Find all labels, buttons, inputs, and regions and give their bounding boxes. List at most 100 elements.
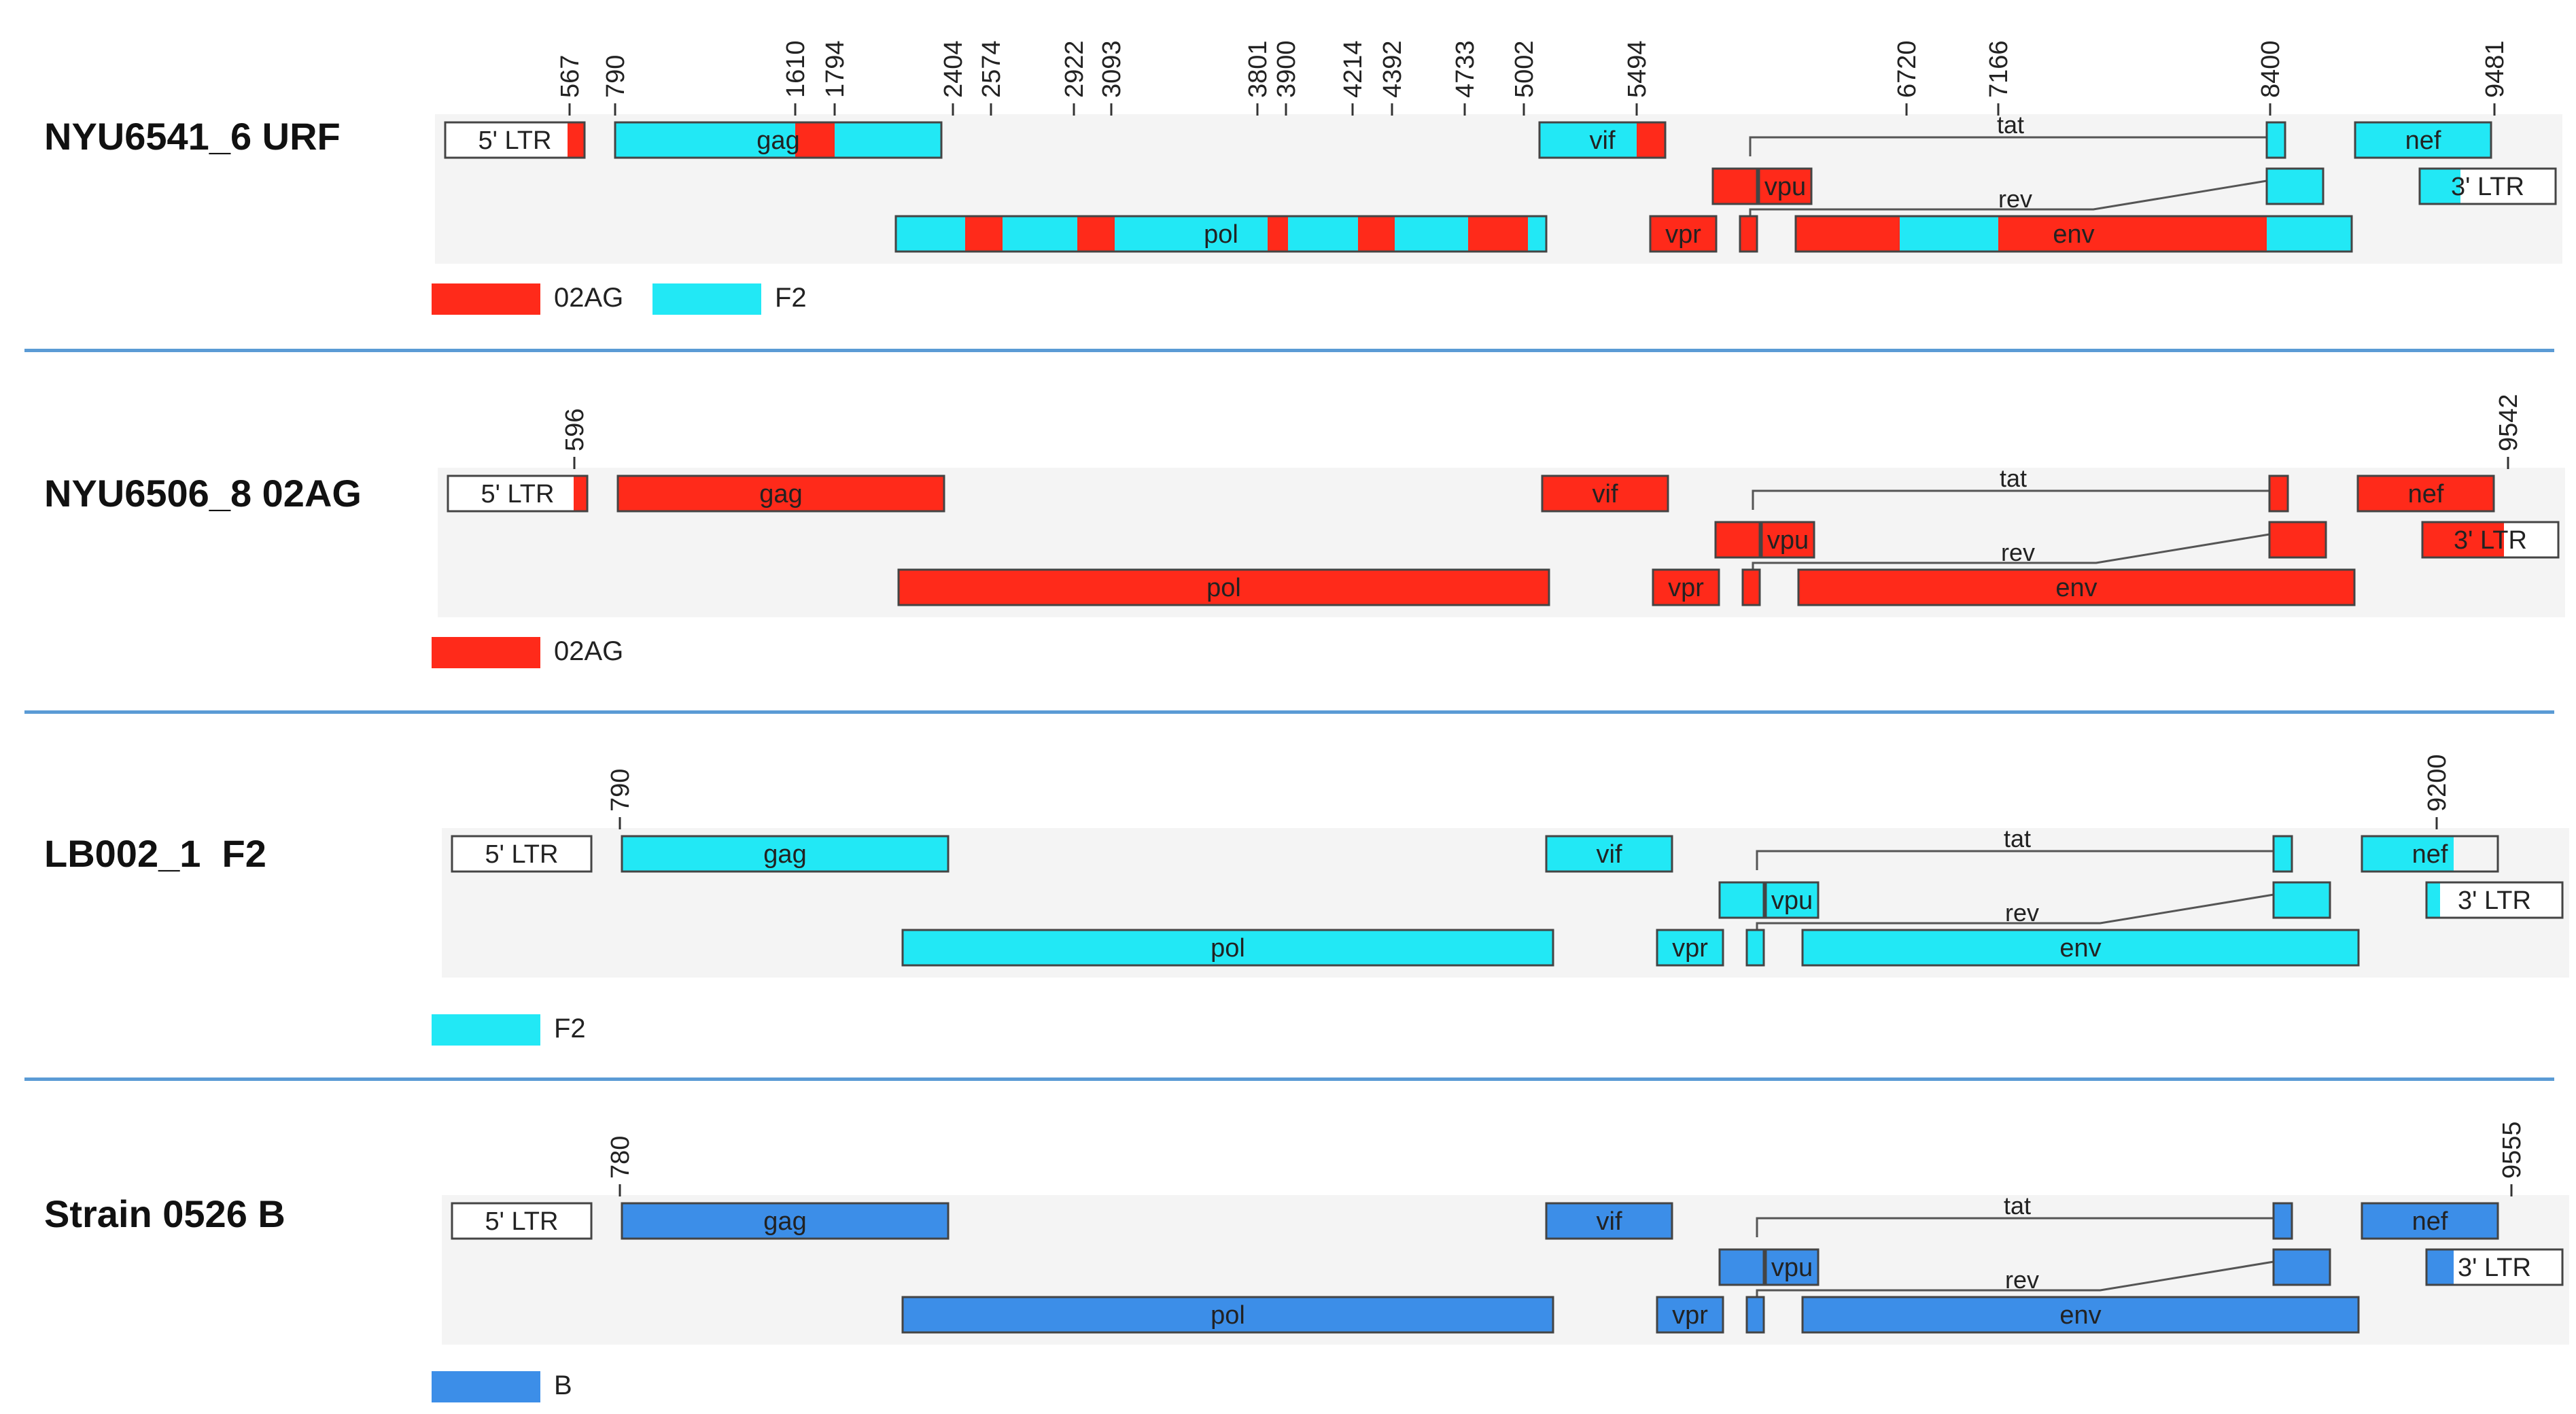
gene-gag: gag [621, 1202, 950, 1240]
gene-outline [1545, 835, 1673, 873]
gene-outline [2265, 121, 2286, 159]
panel-separator [24, 349, 2554, 352]
gene-rev [2265, 167, 2325, 205]
subtype-segment [1115, 216, 1268, 252]
panel-label: NYU6506_8 02AG [44, 472, 362, 515]
subtype-segment [2274, 1203, 2292, 1239]
gene-label: nef [2412, 1207, 2448, 1236]
gene-label: 5' LTR [485, 1207, 559, 1236]
gene-label: 5' LTR [485, 840, 559, 869]
subtype-segment [2420, 169, 2460, 204]
gene-outline [1764, 1248, 1820, 1286]
gene-label: 5' LTR [481, 480, 555, 508]
subtype-segment [622, 1203, 948, 1239]
gene-label: 5' LTR [478, 126, 552, 155]
subtype-segment [2422, 522, 2504, 557]
gene-vpr: vpr [1656, 1296, 1724, 1334]
position-label: 9200 [2423, 754, 2452, 812]
gene-ltr: 3' LTR [2421, 521, 2560, 559]
subtype-segment [622, 836, 948, 872]
gene-outline [1741, 568, 1761, 606]
gene-label: 3' LTR [2458, 886, 2531, 915]
position-label: 9542 [2494, 394, 2523, 451]
gene-label: nef [2405, 126, 2441, 155]
gene-outline [2268, 521, 2327, 559]
gene-outline [901, 929, 1554, 967]
panel-label: LB002_1 F2 [44, 832, 266, 875]
panel-separator [24, 1077, 2554, 1081]
gene-label: nef [2408, 480, 2444, 508]
subtype-segment [1713, 169, 1757, 204]
position-label: 790 [606, 769, 635, 812]
gene-env: env [1801, 929, 2360, 967]
gene-rev [1745, 1296, 1765, 1334]
gene-ltr: 5' LTR [451, 835, 593, 873]
gene-gag: gag [616, 475, 945, 513]
gene-rev [2272, 881, 2331, 919]
gene-env: env [1797, 568, 2356, 606]
gene-outline [1538, 121, 1667, 159]
legend-label: F2 [775, 283, 807, 313]
subtype-segment [2267, 216, 2352, 252]
position-label: 4733 [1451, 40, 1480, 98]
rev-splice-line [1752, 533, 2270, 571]
gene-ltr: 5' LTR [451, 1202, 593, 1240]
subtype-segment [1288, 216, 1358, 252]
gene-label-rev: rev [1998, 185, 2032, 213]
subtype-segment [1743, 570, 1760, 605]
ltr-box [448, 476, 587, 511]
genome-panel: 567 790 1610 1794 2404 2574 2922 3093 3801 3900 42… [435, 40, 2562, 264]
gene-label: vif [1597, 1207, 1622, 1236]
gene-label: 3' LTR [2458, 1254, 2531, 1282]
gene-ltr: 3' LTR [2418, 167, 2557, 205]
subtype-segment [965, 216, 1003, 252]
gene-outline [447, 475, 589, 513]
subtype-segment [1720, 882, 1764, 918]
gene-label-rev: rev [2001, 538, 2035, 566]
position-label: 1610 [782, 40, 810, 98]
rev-splice-line [1756, 1260, 2274, 1298]
gene-vif: vif [1538, 121, 1667, 159]
gene-outline [1739, 215, 1758, 253]
subtype-segment [1759, 169, 1811, 204]
gene-outline [2356, 475, 2495, 513]
gene-ltr: 3' LTR [2425, 1248, 2564, 1286]
panel-separator [24, 710, 2554, 714]
gene-rev [1745, 929, 1765, 967]
gene-label: vpr [1668, 574, 1704, 602]
subtype-segment [2269, 522, 2326, 557]
gene-label: vpr [1672, 934, 1708, 963]
gene-label-tat: tat [1997, 111, 2024, 139]
gene-label: pol [1206, 574, 1241, 602]
position-label: 596 [561, 409, 589, 451]
gene-outline [1745, 1296, 1765, 1334]
subtype-segment [1900, 216, 1998, 252]
subtype-segment [1803, 1297, 2359, 1332]
gene-outline [901, 1296, 1554, 1334]
gene-label: env [2055, 574, 2097, 602]
position-label: 4392 [1378, 40, 1407, 98]
gene-outline [894, 215, 1548, 253]
gene-label: 3' LTR [2451, 173, 2524, 201]
subtype-segment [1546, 1203, 1672, 1239]
gene-outline [2265, 167, 2325, 205]
gene-vif: vif [1545, 835, 1673, 873]
genome-panel: 596 9542 5' LTR gag vif nef vpu 3' LTR pol vpr env… [438, 394, 2565, 617]
subtype-segment [1542, 476, 1668, 511]
gene-label: vif [1597, 840, 1622, 869]
subtype-segment [1395, 216, 1468, 252]
subtype-segment [835, 122, 941, 158]
gene-outline [1652, 568, 1720, 606]
gene-ltr: 3' LTR [2425, 881, 2564, 919]
subtype-segment [1657, 1297, 1723, 1332]
gene-vif: vif [1541, 475, 1669, 513]
subtype-segment [1539, 122, 1637, 158]
gene-label: gag [759, 480, 802, 508]
subtype-segment [568, 122, 585, 158]
subtype-segment [1762, 522, 1814, 557]
subtype-segment [1747, 930, 1764, 965]
gene-label: vpr [1665, 220, 1701, 249]
gene-tat [2272, 835, 2293, 873]
